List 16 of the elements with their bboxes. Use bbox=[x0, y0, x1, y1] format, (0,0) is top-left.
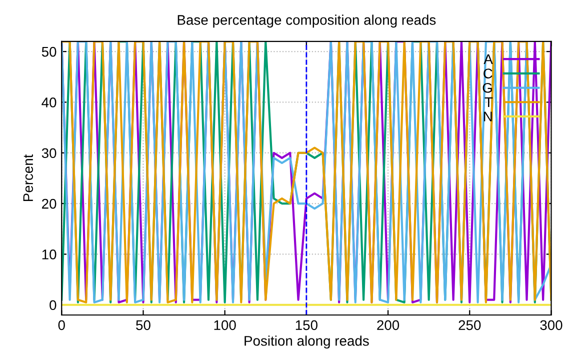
x-tick-label: 0 bbox=[58, 320, 65, 330]
x-tick-label: 50 bbox=[136, 320, 150, 330]
x-tick-label: 250 bbox=[458, 320, 481, 330]
x-tick-label: 150 bbox=[296, 320, 318, 330]
y-tick-label: 0 bbox=[50, 300, 56, 310]
y-tick-label: 20 bbox=[42, 198, 56, 209]
x-tick-label: 100 bbox=[214, 320, 236, 330]
x-tick-label: 200 bbox=[377, 320, 400, 330]
y-axis-title: Percent bbox=[23, 154, 34, 201]
x-axis-title: Position along reads bbox=[244, 336, 369, 349]
y-tick-label: 10 bbox=[42, 250, 56, 260]
x-tick-label: 300 bbox=[540, 320, 562, 330]
y-tick-label: 50 bbox=[42, 46, 56, 57]
y-tick-label: 30 bbox=[42, 148, 56, 158]
y-tick-label: 40 bbox=[42, 98, 56, 108]
chart-title: Base percentage composition along reads bbox=[178, 14, 436, 28]
